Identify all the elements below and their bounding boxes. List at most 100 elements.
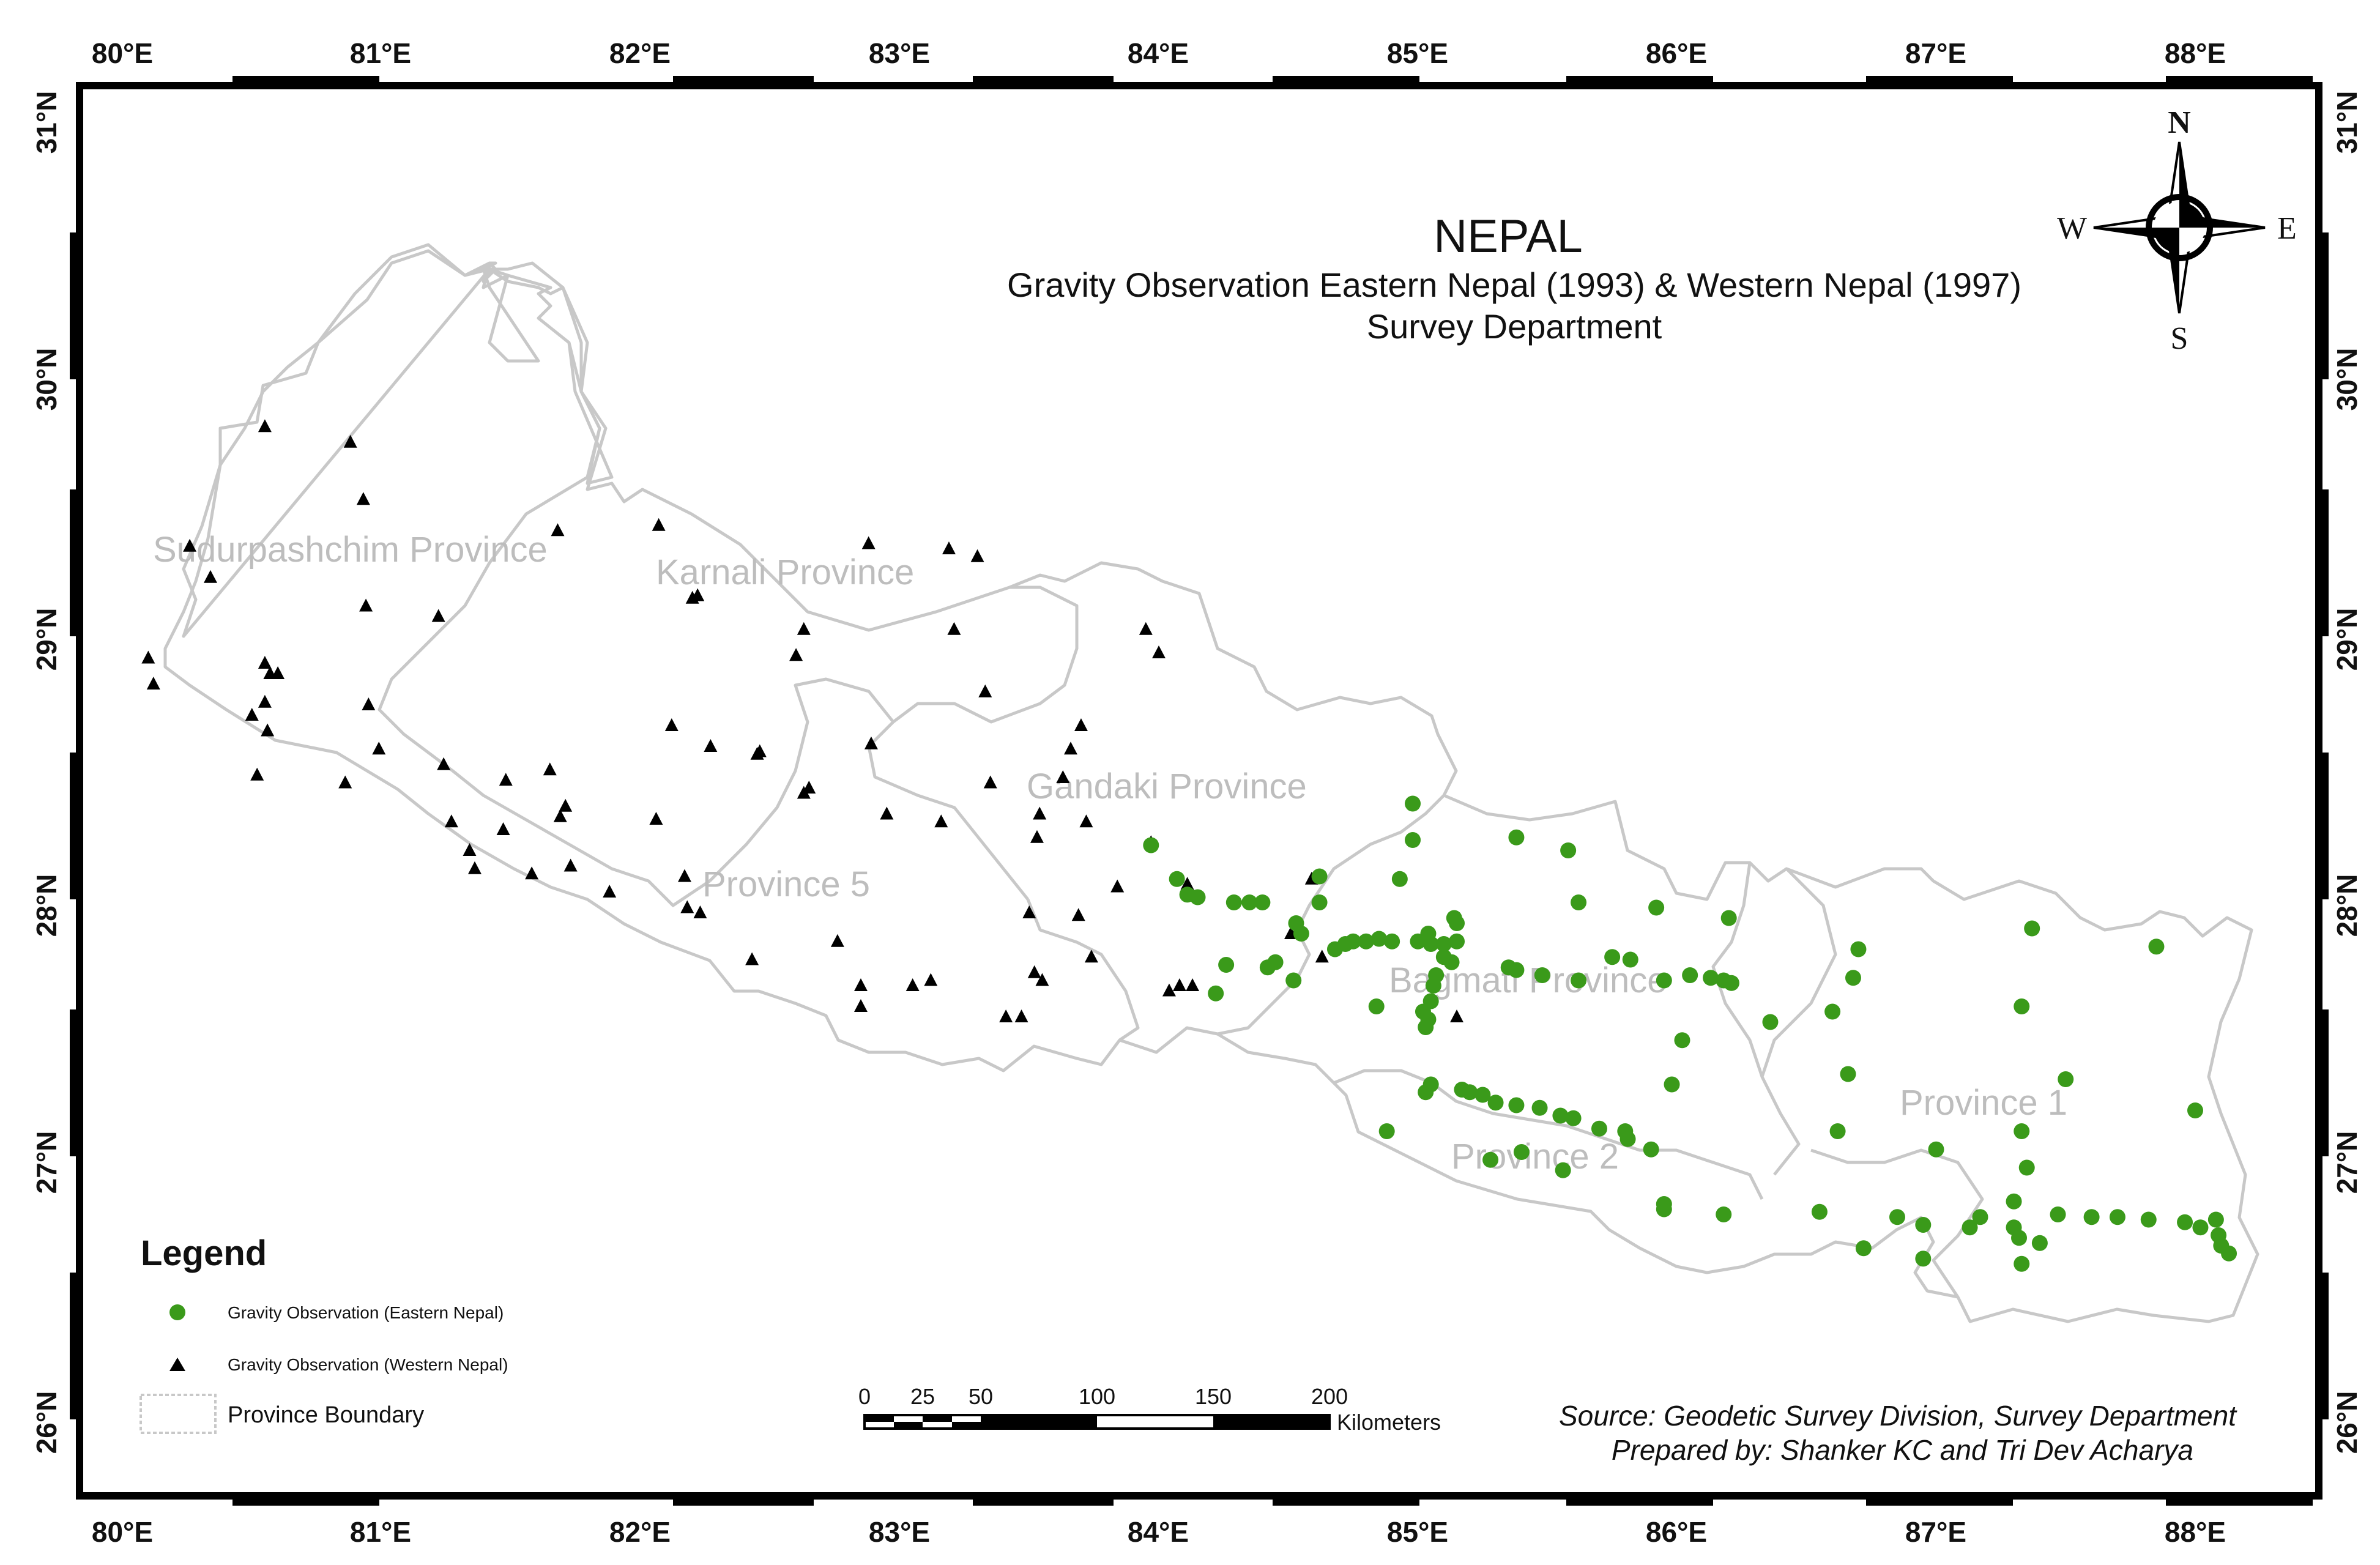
eastern-observation-marker: [1370, 931, 1387, 947]
western-observation-marker: [1071, 908, 1085, 921]
eastern-observation-marker: [2192, 1219, 2209, 1236]
lon-label: 86°E: [1646, 1516, 1707, 1548]
western-observation-marker: [1030, 830, 1044, 843]
eastern-observation-marker: [1531, 1099, 1548, 1116]
lon-label: 82°E: [609, 1516, 671, 1548]
eastern-observation-marker: [2011, 1230, 2028, 1246]
eastern-observation-marker: [1311, 868, 1328, 885]
eastern-observation-marker: [1358, 933, 1374, 950]
eastern-observation-marker: [1682, 967, 1698, 983]
lat-label: 27°N: [31, 1131, 62, 1194]
western-observation-marker: [1084, 950, 1098, 963]
eastern-observation-marker: [1208, 985, 1224, 1002]
map-subtitle: Gravity Observation Eastern Nepal (1993)…: [1007, 266, 2021, 304]
western-observation-marker: [664, 718, 679, 731]
eastern-observation-marker: [1622, 951, 1638, 968]
western-observation-marker: [1074, 718, 1088, 731]
eastern-observation-marker: [2207, 1211, 2224, 1228]
eastern-observation-marker: [1405, 795, 1421, 812]
eastern-observation-marker: [2140, 1211, 2157, 1228]
western-observation-marker: [680, 900, 694, 913]
lon-label: 83°E: [869, 37, 930, 69]
province-label-province1: Province 1: [1900, 1083, 2067, 1123]
eastern-observation-marker: [1552, 1107, 1569, 1124]
western-observation-marker: [880, 806, 894, 820]
western-observation-marker: [649, 812, 663, 825]
compass-n: N: [2168, 105, 2191, 140]
western-observation-marker: [1152, 645, 1166, 658]
western-observation-marker: [141, 650, 155, 664]
western-observation-marker: [1139, 622, 1153, 635]
province-boundaries: [163, 243, 2259, 1323]
eastern-observation-marker: [2024, 920, 2040, 937]
map-agency: Survey Department: [1367, 307, 1662, 346]
eastern-observation-marker: [2187, 1102, 2203, 1118]
western-observation-marker: [789, 648, 803, 661]
compass-e: E: [2277, 211, 2297, 246]
western-observation-marker: [797, 622, 811, 635]
legend: Legend Gravity Observation (Eastern Nepa…: [139, 1233, 508, 1434]
western-observation-marker: [1162, 983, 1176, 997]
eastern-observation-marker: [1664, 1076, 1680, 1093]
western-observation-marker: [906, 978, 920, 991]
eastern-observation-marker: [1560, 842, 1577, 858]
western-observation-marker: [1027, 965, 1041, 978]
scale-tick: 25: [910, 1384, 935, 1409]
legend-title: Legend: [141, 1233, 267, 1273]
eastern-observation-marker: [1241, 894, 1258, 910]
western-observation-marker: [146, 677, 160, 690]
eastern-observation-marker: [2014, 1255, 2030, 1272]
eastern-observation-marker: [1591, 1120, 1607, 1137]
western-observation-marker: [677, 869, 691, 882]
western-observation-marker: [947, 622, 961, 635]
eastern-observation-marker: [2058, 1071, 2074, 1087]
lat-label: 30°N: [31, 348, 62, 411]
lat-label: 31°N: [31, 91, 62, 154]
frame-bars: [70, 76, 2329, 1506]
lat-label: 30°N: [2331, 348, 2363, 411]
western-observation-marker: [444, 814, 458, 828]
eastern-observation-marker: [1889, 1209, 1905, 1225]
province-label-sudurpashchim: Sudurpashchim Province: [153, 530, 548, 570]
western-observation-marker: [691, 588, 705, 601]
lon-label: 82°E: [609, 37, 671, 69]
lon-label: 84°E: [1128, 1516, 1189, 1548]
province-label-province5: Province 5: [702, 864, 870, 904]
eastern-observation-marker: [2221, 1245, 2237, 1262]
western-observation-marker: [372, 742, 386, 755]
scale-bar: 0 25 50 100 150 200 Kilometers: [858, 1384, 1441, 1435]
lat-label: 26°N: [2331, 1391, 2363, 1454]
eastern-observation-marker: [1555, 1162, 1571, 1178]
western-observation-marker: [861, 536, 876, 549]
lat-label: 27°N: [2331, 1131, 2363, 1194]
eastern-observation-marker: [2050, 1206, 2066, 1222]
eastern-observation-marker: [1143, 837, 1159, 853]
lat-labels-right: 31°N 30°N 29°N 28°N 27°N 26°N: [2331, 91, 2363, 1454]
eastern-observation-marker: [1449, 915, 1465, 931]
western-observation-marker: [261, 723, 275, 737]
western-observation-marker: [496, 822, 510, 835]
boundary-p1-inner: [1760, 868, 1837, 1077]
western-observation-marker: [245, 708, 259, 721]
lon-label: 80°E: [92, 1516, 153, 1548]
eastern-observation-marker: [1225, 894, 1242, 910]
eastern-observation-marker: [1267, 954, 1284, 970]
western-observation-marker: [258, 656, 272, 669]
compass-s: S: [2171, 321, 2188, 356]
western-observation-marker: [437, 757, 451, 770]
lat-label: 29°N: [2331, 608, 2363, 671]
lon-label: 85°E: [1387, 1516, 1448, 1548]
eastern-observation-marker: [1384, 933, 1400, 950]
eastern-observation-marker: [2006, 1193, 2022, 1210]
eastern-observation-marker: [1508, 829, 1525, 846]
eastern-observation-marker: [1643, 1141, 1659, 1158]
lat-label: 28°N: [31, 874, 62, 937]
eastern-observation-marker: [1449, 933, 1465, 950]
lon-label: 83°E: [869, 1516, 930, 1548]
scale-tick: 200: [1311, 1384, 1348, 1409]
scale-tick: 150: [1195, 1384, 1232, 1409]
prepared-by-text: Prepared by: Shanker KC and Tri Dev Acha…: [1612, 1434, 2193, 1466]
source-text: Source: Geodetic Survey Division, Survey…: [1559, 1400, 2237, 1432]
compass-rose-icon: N S E W: [2057, 105, 2297, 356]
western-observation-marker: [1172, 978, 1186, 991]
